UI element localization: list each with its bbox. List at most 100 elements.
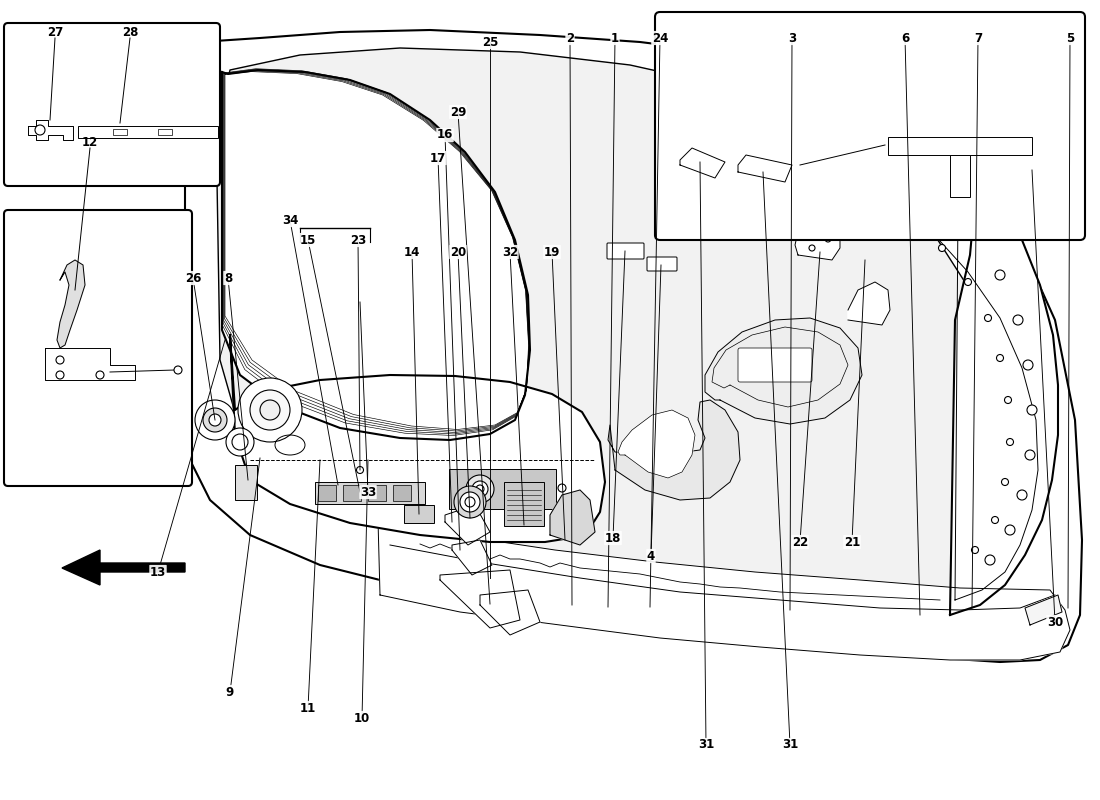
Circle shape <box>965 278 971 286</box>
Text: EUROSPARES: EUROSPARES <box>322 307 858 513</box>
Text: 25: 25 <box>482 35 498 49</box>
Circle shape <box>466 475 494 503</box>
Text: 30: 30 <box>1047 615 1063 629</box>
Text: 26: 26 <box>185 271 201 285</box>
Polygon shape <box>480 590 540 635</box>
Circle shape <box>260 400 280 420</box>
Circle shape <box>56 356 64 364</box>
Circle shape <box>997 354 1003 362</box>
Circle shape <box>996 270 1005 280</box>
FancyBboxPatch shape <box>449 469 556 509</box>
Circle shape <box>991 517 999 523</box>
Text: 5: 5 <box>1066 31 1074 45</box>
Circle shape <box>476 485 484 493</box>
Circle shape <box>1005 525 1015 535</box>
Text: 29: 29 <box>450 106 466 118</box>
Circle shape <box>945 195 955 205</box>
Circle shape <box>984 555 996 565</box>
Polygon shape <box>222 70 530 440</box>
Text: 32: 32 <box>502 246 518 258</box>
Polygon shape <box>848 282 890 325</box>
Text: 18: 18 <box>605 531 621 545</box>
Circle shape <box>35 125 45 135</box>
Polygon shape <box>446 505 490 545</box>
Circle shape <box>913 167 923 177</box>
Text: 22: 22 <box>792 535 808 549</box>
Circle shape <box>825 236 830 242</box>
Circle shape <box>1013 315 1023 325</box>
Circle shape <box>96 371 104 379</box>
Circle shape <box>938 245 946 251</box>
Text: 3: 3 <box>788 31 796 45</box>
Text: 28: 28 <box>122 26 139 38</box>
Text: 13: 13 <box>150 566 166 578</box>
Polygon shape <box>452 540 492 575</box>
Polygon shape <box>440 570 520 628</box>
Circle shape <box>974 230 983 240</box>
Circle shape <box>356 466 363 474</box>
Polygon shape <box>705 318 862 424</box>
Polygon shape <box>1025 595 1062 625</box>
Polygon shape <box>28 120 73 140</box>
Circle shape <box>1018 490 1027 500</box>
Circle shape <box>871 193 879 199</box>
Circle shape <box>1004 397 1012 403</box>
Circle shape <box>785 123 795 133</box>
Circle shape <box>840 130 850 140</box>
Text: 19: 19 <box>543 246 560 258</box>
Text: 16: 16 <box>437 129 453 142</box>
Circle shape <box>1023 360 1033 370</box>
Text: 7: 7 <box>974 31 982 45</box>
Text: 6: 6 <box>901 31 909 45</box>
FancyBboxPatch shape <box>113 129 127 135</box>
Text: 10: 10 <box>354 711 370 725</box>
Circle shape <box>808 227 815 233</box>
Polygon shape <box>770 80 1058 615</box>
Circle shape <box>465 497 475 507</box>
Circle shape <box>808 245 815 251</box>
Polygon shape <box>185 30 1082 662</box>
Text: 34: 34 <box>282 214 298 226</box>
Circle shape <box>209 414 221 426</box>
Text: 33: 33 <box>360 486 376 498</box>
Polygon shape <box>214 48 1025 602</box>
Text: 1: 1 <box>610 31 619 45</box>
Polygon shape <box>230 335 605 542</box>
Polygon shape <box>62 550 185 585</box>
Circle shape <box>250 390 290 430</box>
Text: 21: 21 <box>844 535 860 549</box>
FancyBboxPatch shape <box>235 465 257 500</box>
Text: 12: 12 <box>81 135 98 149</box>
FancyBboxPatch shape <box>318 485 336 501</box>
Circle shape <box>1027 405 1037 415</box>
Circle shape <box>558 484 566 492</box>
Text: 14: 14 <box>404 246 420 258</box>
Text: 31: 31 <box>697 738 714 751</box>
Text: 24: 24 <box>652 31 668 45</box>
FancyBboxPatch shape <box>504 482 544 526</box>
Circle shape <box>204 408 227 432</box>
Circle shape <box>1025 450 1035 460</box>
Text: 2: 2 <box>565 31 574 45</box>
Polygon shape <box>608 400 740 500</box>
Text: 20: 20 <box>450 246 466 258</box>
Polygon shape <box>57 260 85 348</box>
Polygon shape <box>378 520 1070 660</box>
Circle shape <box>984 314 991 322</box>
Circle shape <box>472 481 488 497</box>
FancyBboxPatch shape <box>738 348 812 382</box>
Text: 23: 23 <box>350 234 366 246</box>
Text: 4: 4 <box>647 550 656 562</box>
Circle shape <box>56 371 64 379</box>
FancyBboxPatch shape <box>315 482 425 504</box>
Circle shape <box>866 189 874 197</box>
FancyBboxPatch shape <box>607 243 644 259</box>
FancyBboxPatch shape <box>368 485 386 501</box>
FancyBboxPatch shape <box>158 129 172 135</box>
Text: 15: 15 <box>300 234 316 246</box>
Circle shape <box>174 366 182 374</box>
Polygon shape <box>738 155 792 182</box>
Circle shape <box>971 546 979 554</box>
FancyBboxPatch shape <box>343 485 361 501</box>
Text: 9: 9 <box>226 686 234 698</box>
